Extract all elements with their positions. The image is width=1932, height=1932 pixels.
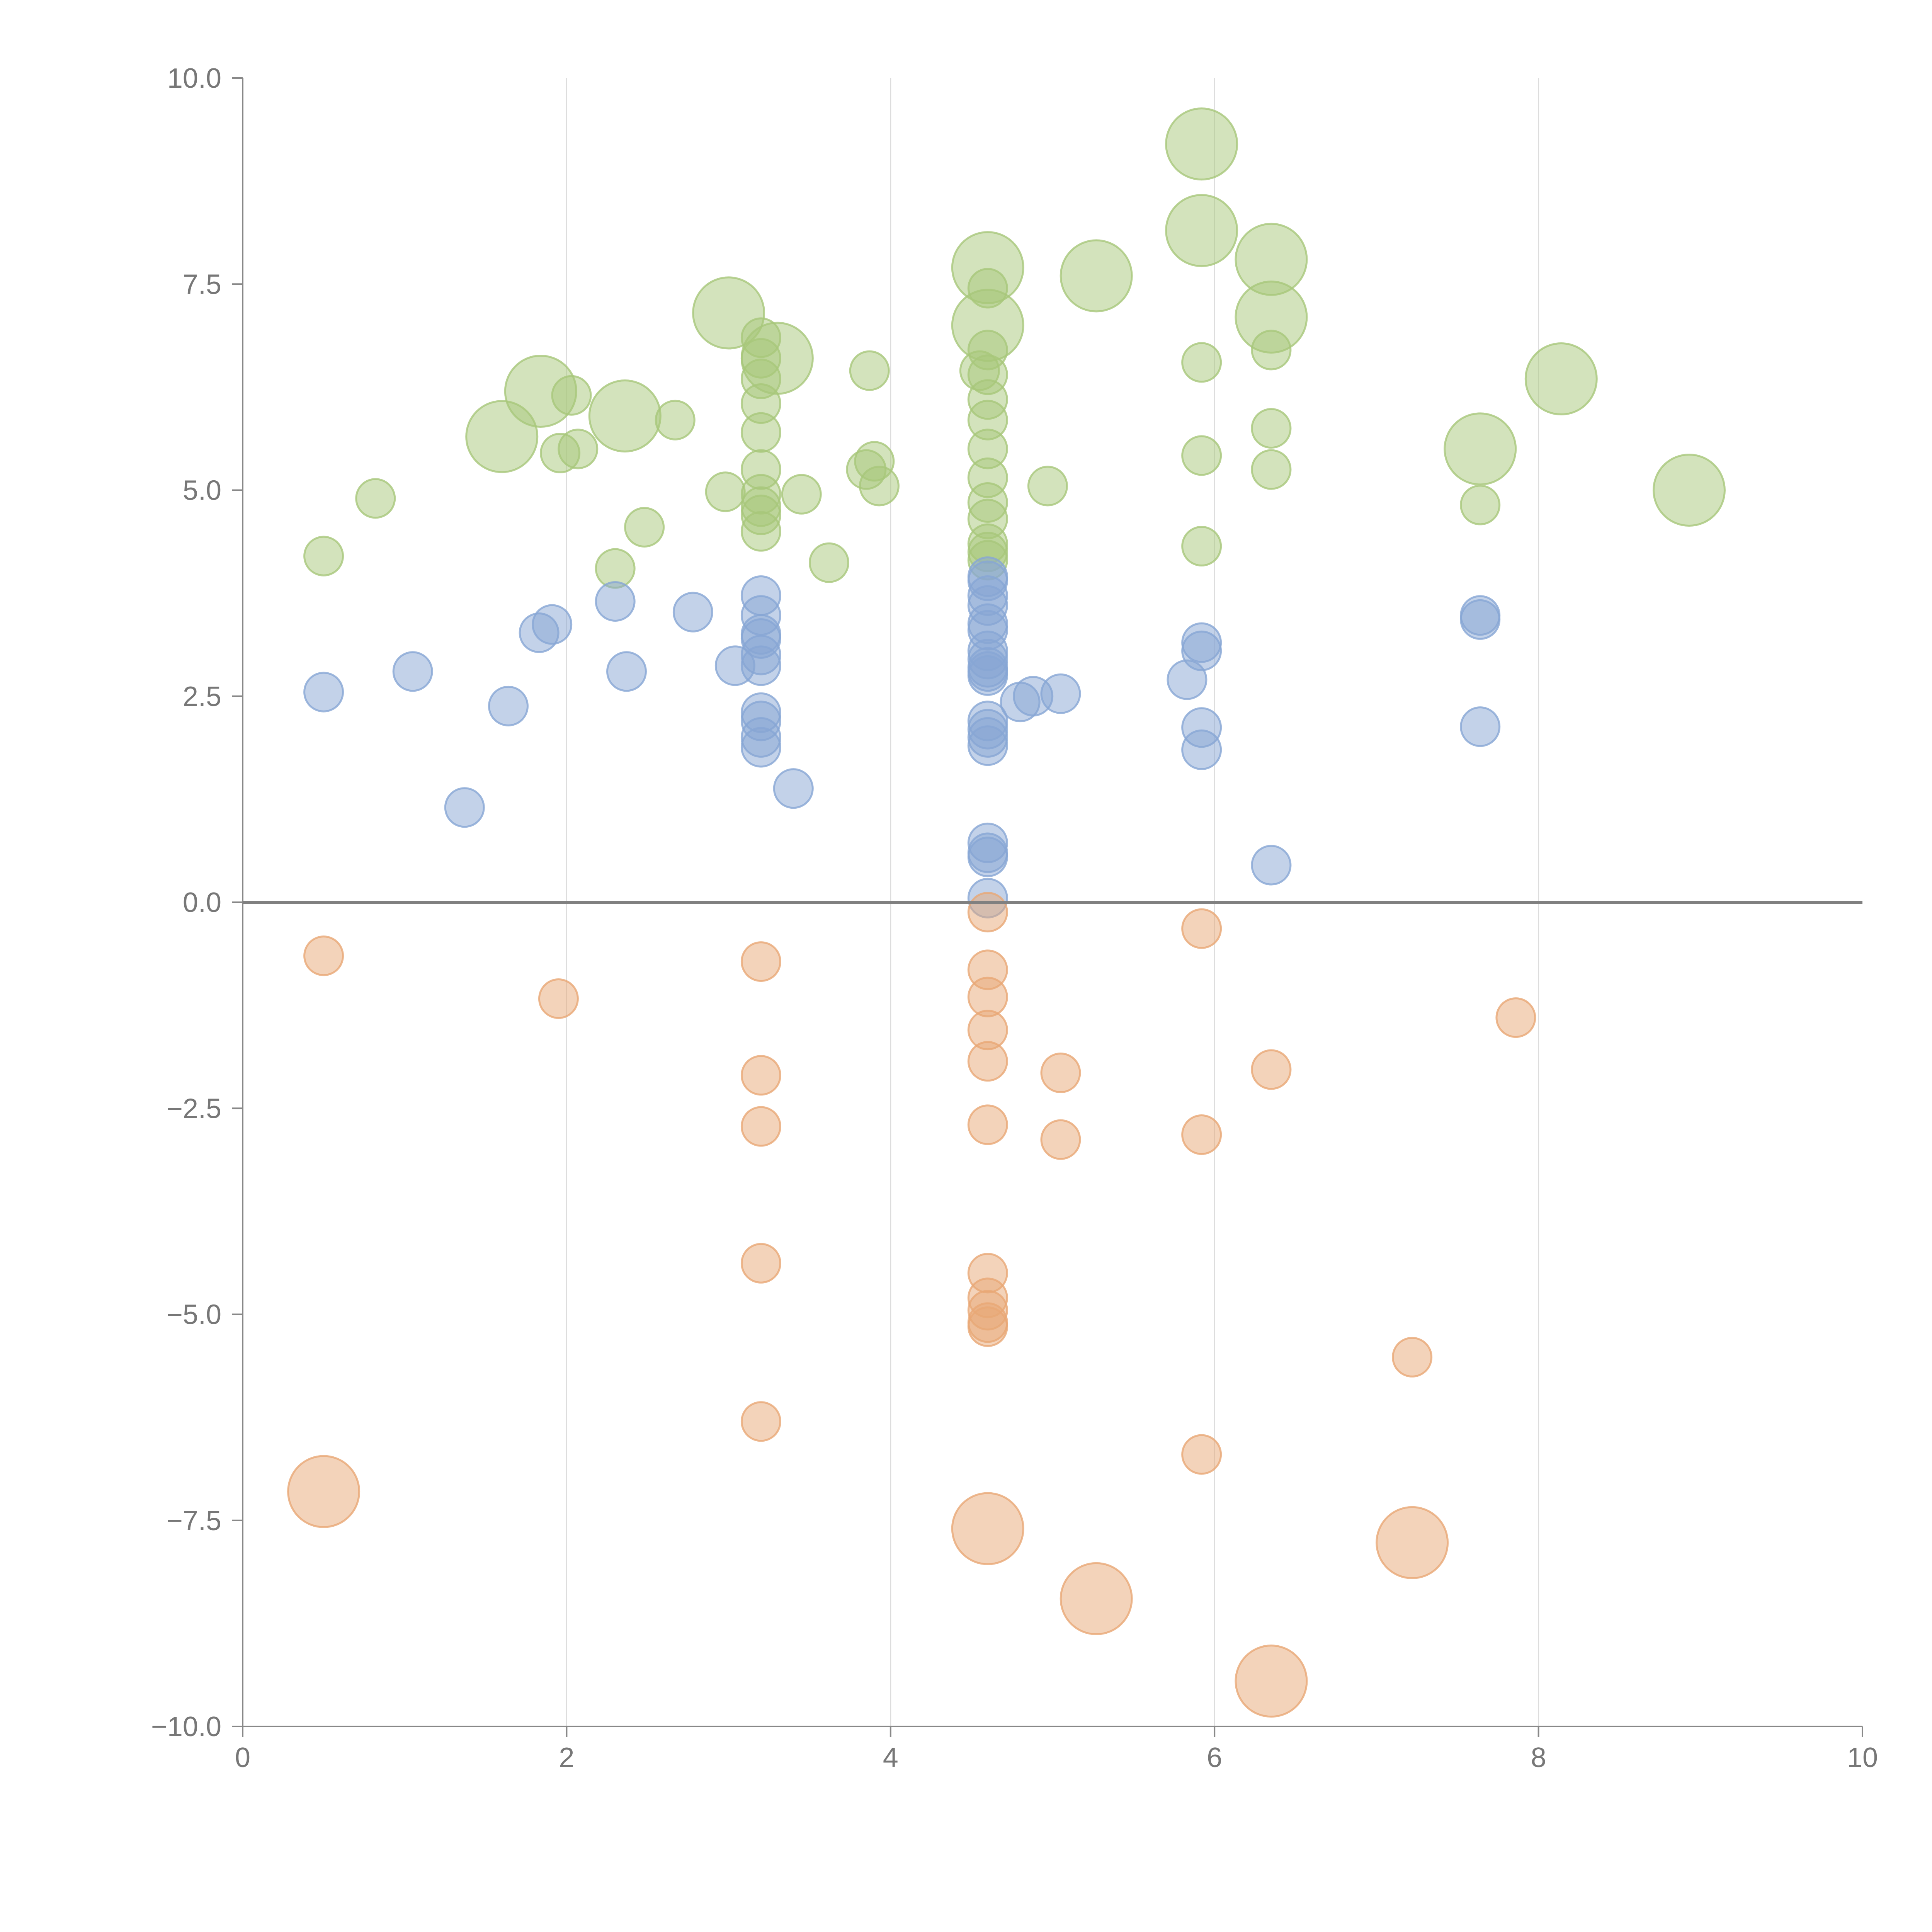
orange-bubble — [1235, 1645, 1308, 1718]
x-tick-label: 4 — [883, 1742, 898, 1773]
blue-bubble — [967, 655, 1008, 696]
green-bubble — [859, 466, 900, 507]
green-bubble — [1181, 342, 1222, 383]
orange-bubble — [740, 1401, 781, 1442]
blue-bubble — [444, 787, 485, 828]
orange-bubble — [1181, 1434, 1222, 1475]
green-bubble — [809, 542, 850, 583]
blue-bubble — [1251, 845, 1292, 886]
orange-bubble — [967, 892, 1008, 933]
blue-bubble — [1460, 706, 1501, 747]
blue-bubble — [672, 592, 713, 633]
green-bubble — [1251, 449, 1292, 490]
orange-bubble — [1495, 997, 1536, 1038]
green-bubble — [781, 474, 822, 515]
orange-bubble — [740, 941, 781, 982]
y-tick-label: 10.0 — [167, 63, 221, 94]
green-bubble — [849, 350, 890, 391]
green-bubble — [1165, 194, 1238, 267]
green-bubble — [1165, 107, 1238, 181]
green-bubble — [624, 507, 665, 548]
y-tick-label: 7.5 — [183, 269, 221, 300]
orange-bubble — [740, 1055, 781, 1096]
green-bubble — [588, 379, 662, 453]
orange-bubble — [1181, 908, 1222, 949]
orange-bubble — [1040, 1119, 1081, 1160]
x-tick-label: 6 — [1207, 1742, 1222, 1773]
blue-bubble — [967, 837, 1008, 878]
green-bubble — [303, 536, 344, 577]
orange-bubble — [1040, 1053, 1081, 1094]
y-tick-label: 0.0 — [183, 887, 221, 918]
orange-bubble — [967, 1104, 1008, 1145]
y-tick-label: −2.5 — [167, 1093, 221, 1124]
blue-bubble — [606, 651, 647, 692]
bubble-layer — [287, 107, 1726, 1718]
orange-bubble — [1181, 1114, 1222, 1155]
orange-bubble — [538, 978, 579, 1019]
orange-bubble — [740, 1106, 781, 1147]
green-bubble — [355, 478, 396, 519]
x-tick-label: 2 — [559, 1742, 574, 1773]
x-tick-label: 0 — [235, 1742, 250, 1773]
blue-bubble — [1181, 729, 1222, 770]
x-tick-label: 10 — [1847, 1742, 1878, 1773]
blue-bubble — [392, 651, 433, 692]
x-tick-label: 8 — [1531, 1742, 1546, 1773]
green-bubble — [1027, 466, 1068, 507]
green-bubble — [1251, 408, 1292, 449]
green-bubble — [1251, 330, 1292, 371]
blue-bubble — [595, 581, 636, 622]
green-bubble — [1524, 342, 1598, 416]
y-tick-label: 5.0 — [183, 475, 221, 506]
blue-bubble — [773, 768, 814, 809]
blue-bubble — [488, 685, 529, 726]
blue-bubble — [740, 727, 781, 768]
orange-bubble — [1060, 1562, 1133, 1635]
green-bubble — [1460, 485, 1501, 526]
green-bubble — [558, 429, 599, 469]
green-bubble — [1181, 435, 1222, 476]
green-bubble — [740, 511, 781, 552]
green-bubble — [740, 321, 814, 395]
y-tick-label: 2.5 — [183, 681, 221, 712]
blue-bubble — [532, 604, 573, 645]
y-tick-label: −7.5 — [167, 1505, 221, 1536]
orange-bubble — [740, 1243, 781, 1284]
green-bubble — [705, 471, 746, 512]
blue-bubble — [1040, 673, 1081, 714]
y-tick-label: −10.0 — [151, 1711, 221, 1742]
blue-bubble — [1460, 599, 1501, 640]
blue-bubble — [1181, 630, 1222, 671]
orange-bubble — [967, 1306, 1008, 1347]
green-bubble — [1060, 239, 1133, 313]
orange-bubble — [951, 1492, 1024, 1565]
green-bubble — [740, 412, 781, 453]
blue-bubble — [967, 725, 1008, 766]
y-tick-label: −5.0 — [167, 1299, 221, 1330]
green-bubble — [551, 375, 592, 416]
orange-bubble — [1376, 1506, 1449, 1579]
orange-bubble — [1392, 1337, 1433, 1378]
blue-bubble — [740, 645, 781, 686]
green-bubble — [655, 400, 696, 440]
axis-layer: 0 2 4 6 8 10 10.0 7.5 5.0 2.5 0.0 −2.5 −5.0 −7.5 −10.0 — [151, 63, 1878, 1773]
orange-bubble — [967, 1041, 1008, 1082]
green-bubble — [1444, 412, 1517, 486]
green-bubble — [1652, 454, 1726, 527]
blue-bubble — [303, 672, 344, 713]
orange-bubble — [303, 935, 344, 976]
orange-bubble — [287, 1455, 361, 1528]
green-bubble — [1181, 526, 1222, 567]
orange-bubble — [1251, 1049, 1292, 1090]
